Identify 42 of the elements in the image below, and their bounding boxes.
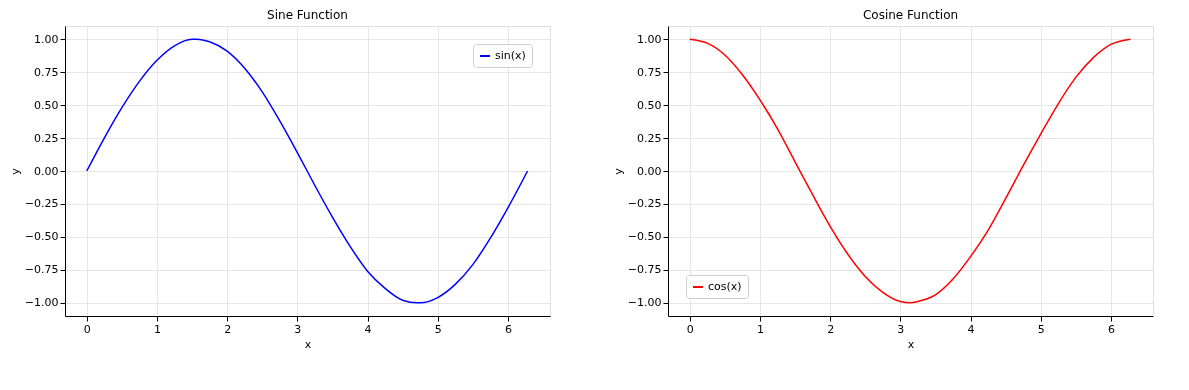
x-tick-label: 1	[756, 322, 764, 336]
y-tick-label: −0.25	[24, 197, 59, 211]
x-tick-label: 5	[1037, 322, 1045, 336]
y-tick-label: 0.00	[637, 164, 662, 178]
x-tick-label: 3	[294, 322, 302, 336]
x-tick-label: 6	[504, 322, 512, 336]
y-tick-label: 0.25	[637, 131, 662, 145]
y-tick-label: −1.00	[627, 296, 662, 310]
legend-label: sin(x)	[495, 49, 526, 62]
line-series	[689, 38, 1132, 304]
y-tick-label: 0.00	[34, 164, 59, 178]
x-tick-label: 0	[686, 322, 694, 336]
y-tick-label: −0.75	[627, 263, 662, 277]
x-tick-label: 5	[434, 322, 442, 336]
x-axis-title: x	[907, 337, 915, 351]
chart-title: Sine Function	[267, 8, 348, 22]
x-tick-label: 4	[967, 322, 975, 336]
y-tick-label: −0.75	[24, 263, 59, 277]
legend-label: cos(x)	[708, 280, 742, 293]
x-axis-title: x	[304, 337, 312, 351]
y-tick-label: −0.50	[627, 230, 662, 244]
x-tick-label: 0	[83, 322, 91, 336]
y-tick-label: 0.75	[34, 65, 59, 79]
x-tick-label: 3	[897, 322, 905, 336]
y-tick-label: 0.50	[34, 98, 59, 112]
y-axis-title: y	[611, 167, 625, 175]
x-tick-label: 1	[153, 322, 161, 336]
y-tick-label: 0.75	[637, 65, 662, 79]
x-tick-label: 4	[364, 322, 372, 336]
line-series	[86, 38, 529, 304]
chart-title: Cosine Function	[862, 8, 959, 22]
y-axis-title: y	[8, 167, 22, 175]
y-tick-label: 0.50	[637, 98, 662, 112]
x-tick-label: 6	[1107, 322, 1115, 336]
y-tick-label: 0.25	[34, 131, 59, 145]
y-tick-label: −0.50	[24, 230, 59, 244]
y-tick-label: −1.00	[24, 296, 59, 310]
x-tick-label: 2	[827, 322, 835, 336]
y-tick-label: 1.00	[637, 32, 662, 46]
y-tick-label: −0.25	[627, 197, 662, 211]
y-tick-label: 1.00	[34, 32, 59, 46]
x-tick-label: 2	[224, 322, 232, 336]
